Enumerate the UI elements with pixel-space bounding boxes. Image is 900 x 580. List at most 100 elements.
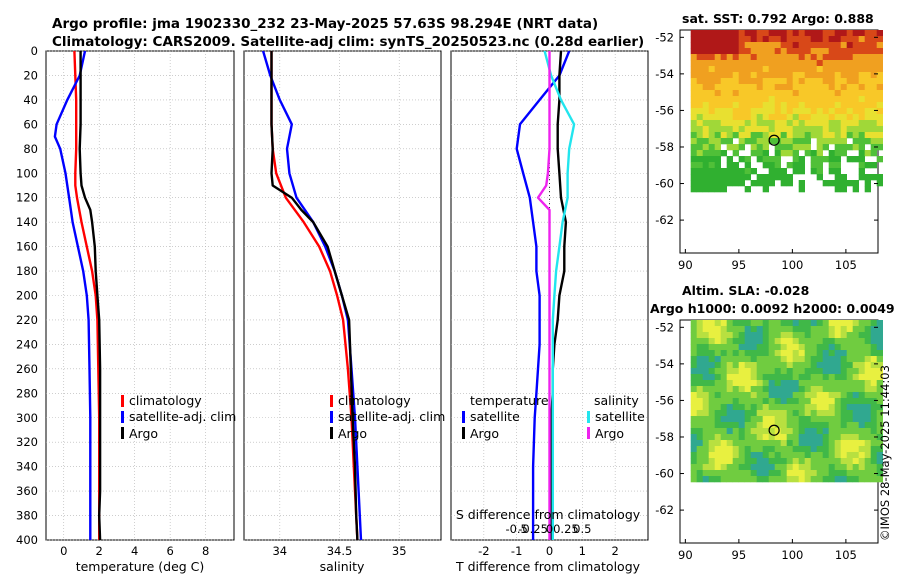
sst-cell xyxy=(714,78,721,85)
sst-cell xyxy=(780,36,787,43)
sla-cell xyxy=(852,446,859,453)
sla-cell xyxy=(714,386,721,393)
sla-cell xyxy=(726,404,733,411)
sla-cell xyxy=(702,428,709,435)
sst-cell xyxy=(750,36,757,43)
sla-cell xyxy=(810,410,817,417)
sst-cell xyxy=(744,48,751,55)
sla-cell xyxy=(738,458,745,465)
sst-cell xyxy=(714,102,721,109)
salinity-lines xyxy=(261,51,363,540)
sst-map: sat. SST: 0.792 Argo: 0.888 -52-54-56-58… xyxy=(655,11,883,272)
sla-cell xyxy=(738,326,745,333)
sla-cell xyxy=(798,404,805,411)
sla-cell xyxy=(756,320,763,327)
sla-cell xyxy=(840,326,847,333)
sla-cell xyxy=(702,404,709,411)
sla-cell xyxy=(714,458,721,465)
sla-cell xyxy=(744,362,751,369)
sla-cell xyxy=(708,320,715,327)
sla-cell xyxy=(738,350,745,357)
sst-cell xyxy=(786,96,793,103)
sla-cell xyxy=(816,398,823,405)
sst-cell xyxy=(690,66,697,73)
sla-cell xyxy=(876,398,883,405)
sla-cell xyxy=(810,458,817,465)
sst-cell xyxy=(810,102,817,109)
imos-credit: ©IMOS 28-May-2025 11:44:03 xyxy=(878,365,892,541)
sla-cell xyxy=(690,446,697,453)
sst-cell xyxy=(714,30,721,37)
sla-cell xyxy=(726,386,733,393)
sla-cell xyxy=(834,356,841,363)
sst-cell xyxy=(852,180,859,187)
sla-cell xyxy=(804,422,811,429)
sst-cell xyxy=(708,78,715,85)
sla-cell xyxy=(738,374,745,381)
sst-cell xyxy=(816,132,823,139)
sla-cell xyxy=(798,380,805,387)
sla-cell xyxy=(702,320,709,327)
sla-cell xyxy=(726,392,733,399)
sst-cell xyxy=(720,174,727,181)
sst-cell xyxy=(696,186,703,193)
sst-cell xyxy=(798,186,805,193)
sst-cell xyxy=(840,102,847,109)
sst-cell xyxy=(792,54,799,61)
sst-cell xyxy=(774,144,781,151)
sla-cell xyxy=(768,338,775,345)
sla-cell xyxy=(804,404,811,411)
sst-cell xyxy=(690,138,697,145)
sst-cell xyxy=(828,78,835,85)
sla-cell xyxy=(708,392,715,399)
sla-cell xyxy=(828,368,835,375)
sla-cell xyxy=(768,476,775,483)
sst-cell xyxy=(834,102,841,109)
sla-cell xyxy=(774,374,781,381)
sla-cell xyxy=(714,332,721,339)
sst-cell xyxy=(774,96,781,103)
lat-tick-label: -62 xyxy=(655,213,674,227)
sst-cell xyxy=(732,168,739,175)
sla-cell xyxy=(834,350,841,357)
sla-cell xyxy=(774,416,781,423)
sla-cell xyxy=(822,380,829,387)
sla-cell xyxy=(834,386,841,393)
sla-cell xyxy=(768,428,775,435)
sst-cell xyxy=(786,42,793,49)
sla-cell xyxy=(708,398,715,405)
sla-cell xyxy=(858,332,865,339)
sst-cell xyxy=(726,132,733,139)
sla-cell xyxy=(840,368,847,375)
sst-cell xyxy=(870,60,877,67)
sla-cell xyxy=(750,392,757,399)
sla-cell xyxy=(690,416,697,423)
sst-cell xyxy=(696,84,703,91)
sst-cell xyxy=(768,66,775,73)
sst-cell xyxy=(738,60,745,67)
sst-cell xyxy=(768,180,775,187)
sst-cell xyxy=(726,120,733,127)
sla-cell xyxy=(804,470,811,477)
sst-cell xyxy=(720,132,727,139)
sla-cell xyxy=(786,404,793,411)
sst-cell xyxy=(816,144,823,151)
sla-cell xyxy=(738,410,745,417)
sla-latitude-ticks: -52-54-56-58-60-62 xyxy=(655,320,878,517)
sst-cell xyxy=(708,60,715,67)
sla-cell xyxy=(816,356,823,363)
sst-cell xyxy=(834,132,841,139)
sla-cell xyxy=(786,356,793,363)
sst-cell xyxy=(810,162,817,169)
sst-cell xyxy=(708,156,715,163)
sla-cell xyxy=(792,464,799,471)
sst-cell xyxy=(702,96,709,103)
sla-cell xyxy=(792,350,799,357)
sla-cell xyxy=(732,338,739,345)
sst-cell xyxy=(738,54,745,61)
sst-cell xyxy=(768,96,775,103)
sla-cell xyxy=(876,470,883,477)
sla-cell xyxy=(750,398,757,405)
legend-label-climatology-2: climatology xyxy=(338,393,411,408)
sst-cell xyxy=(762,84,769,91)
